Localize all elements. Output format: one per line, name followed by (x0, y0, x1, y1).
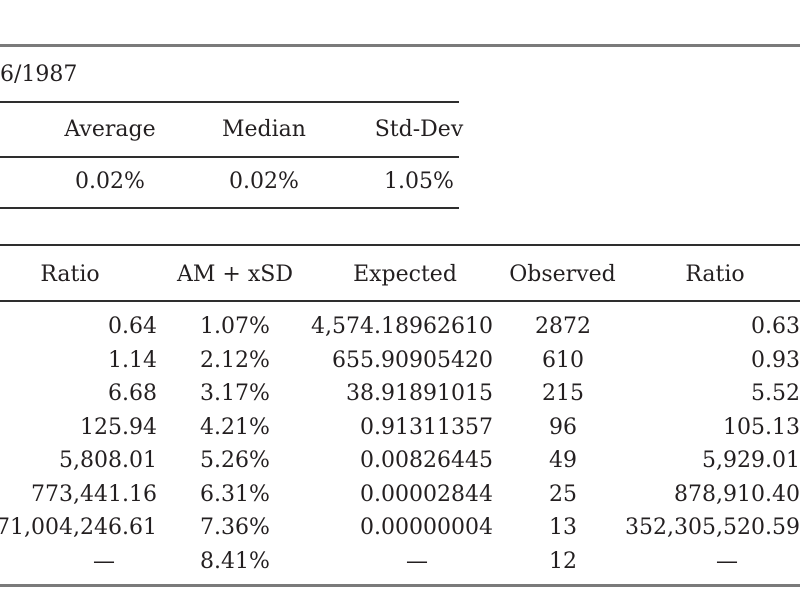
cell-observed: 25 (549, 481, 577, 507)
cell-observed: 215 (542, 381, 584, 406)
cell-ratio-right: 352,305,520.59 (625, 515, 800, 540)
cell-ratio-right: 0.93 (751, 347, 800, 373)
cell-ratio-right: — (716, 548, 738, 574)
summary-header-stddev: Std-Dev (374, 117, 464, 142)
cell-ratio-left: 1.14 (108, 347, 157, 373)
header-am-xsd: AM + xSD (177, 262, 293, 287)
cell-am-xsd: 6.31% (200, 481, 270, 507)
header-ratio-right: Ratio (685, 262, 745, 287)
cell-ratio-left: 6.68 (108, 381, 157, 406)
table-row: 71,004,246.61 7.36% 0.00000004 13 352,30… (0, 515, 800, 549)
table-row: 0.64 1.07% 4,574.18962610 2872 0.63 (0, 314, 800, 348)
cell-expected: 0.00002844 (360, 481, 493, 507)
table-row: 5,808.01 5.26% 0.00826445 49 5,929.01 (0, 448, 800, 482)
cell-am-xsd: 7.36% (200, 515, 270, 540)
cell-am-xsd: 1.07% (200, 314, 270, 339)
cell-am-xsd: 3.17% (200, 381, 270, 406)
cell-am-xsd: 2.12% (200, 347, 270, 373)
cell-observed: 49 (549, 448, 577, 473)
cell-ratio-left: 125.94 (80, 414, 157, 440)
table-row: 1.14 2.12% 655.90905420 610 0.93 (0, 348, 800, 382)
cell-expected: 38.91891015 (346, 381, 493, 406)
cell-expected: 0.00000004 (360, 515, 493, 540)
cell-ratio-left: 71,004,246.61 (0, 515, 157, 540)
header-ratio-left: Ratio (40, 262, 100, 287)
summary-mid-rule (0, 156, 459, 158)
table-row: 773,441.16 6.31% 0.00002844 25 878,910.4… (0, 482, 800, 516)
summary-value-average: 0.02% (75, 169, 145, 194)
summary-header-average: Average (64, 117, 156, 142)
cell-observed: 2872 (535, 314, 591, 339)
summary-header-median: Median (222, 117, 306, 142)
cell-ratio-left: 5,808.01 (59, 448, 157, 473)
cell-observed: 610 (542, 347, 584, 373)
cell-ratio-right: 0.63 (751, 314, 800, 339)
summary-value-stddev: 1.05% (384, 169, 454, 194)
summary-top-rule (0, 101, 459, 103)
cell-ratio-left: — (93, 548, 115, 574)
cell-ratio-right: 5.52 (751, 381, 800, 406)
cell-am-xsd: 5.26% (200, 448, 270, 473)
date-fragment: 6/1987 (0, 62, 78, 87)
table-bottom-rule (0, 584, 800, 587)
table-header-rule (0, 300, 800, 302)
cell-ratio-right: 5,929.01 (702, 448, 800, 473)
table-top-rule (0, 244, 800, 246)
table-row: 125.94 4.21% 0.91311357 96 105.13 (0, 415, 800, 449)
cell-ratio-right: 105.13 (723, 414, 800, 440)
cell-ratio-right: 878,910.40 (674, 481, 800, 507)
cell-observed: 12 (549, 548, 577, 574)
cell-expected: 4,574.18962610 (311, 314, 493, 339)
cell-am-xsd: 8.41% (200, 548, 270, 574)
cell-am-xsd: 4.21% (200, 414, 270, 440)
summary-value-median: 0.02% (229, 169, 299, 194)
table-row: 6.68 3.17% 38.91891015 215 5.52 (0, 381, 800, 415)
cell-ratio-left: 773,441.16 (31, 481, 157, 507)
summary-bottom-rule (0, 207, 459, 209)
cell-expected: 655.90905420 (332, 347, 493, 373)
cell-observed: 96 (549, 414, 577, 440)
cell-expected: — (406, 548, 428, 574)
header-expected: Expected (353, 262, 457, 287)
header-observed: Observed (509, 262, 616, 287)
cell-ratio-left: 0.64 (108, 314, 157, 339)
cell-expected: 0.00826445 (360, 448, 493, 473)
top-rule (0, 44, 800, 47)
cell-observed: 13 (549, 515, 577, 540)
cell-expected: 0.91311357 (360, 414, 493, 440)
table-row: — 8.41% — 12 — (0, 549, 800, 583)
